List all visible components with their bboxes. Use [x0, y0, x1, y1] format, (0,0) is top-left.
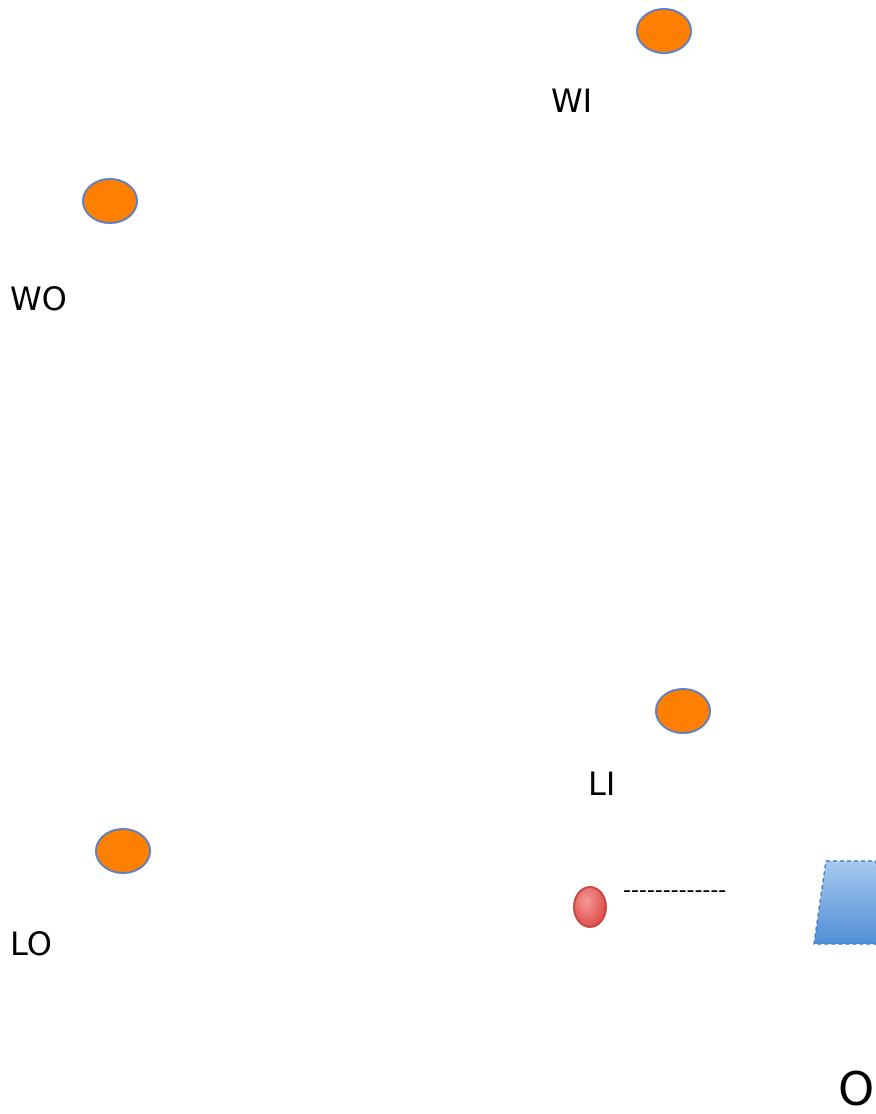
- marker-wo: [82, 178, 138, 224]
- red-dot-icon: [573, 886, 607, 928]
- label-wi: WI: [551, 82, 593, 120]
- dashed-connector: -------------: [623, 878, 727, 903]
- label-li: LI: [588, 765, 616, 803]
- marker-wi: [636, 8, 692, 54]
- label-bottom-right: O: [838, 1062, 875, 1114]
- marker-lo: [95, 828, 151, 874]
- label-lo: LO: [10, 925, 52, 963]
- trapezoid-shape: [810, 860, 876, 946]
- marker-li: [655, 688, 711, 734]
- label-wo: WO: [10, 280, 67, 318]
